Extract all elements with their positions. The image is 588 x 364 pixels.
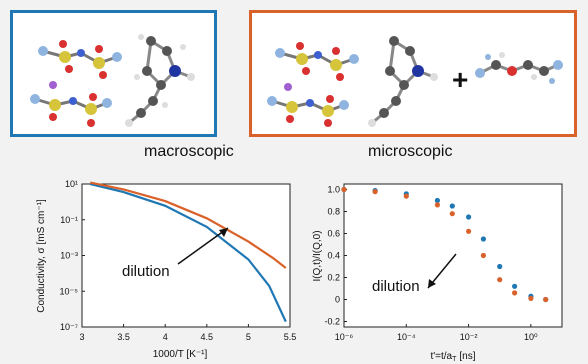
scattering-ytick-label: -0.2 bbox=[324, 317, 340, 327]
scattering-point bbox=[449, 203, 455, 209]
scattering-ytick-label: 0 bbox=[335, 295, 340, 305]
scattering-ytick-label: 0.2 bbox=[327, 273, 340, 283]
scattering-ytick-label: 0.8 bbox=[327, 207, 340, 217]
anion-molecule-top bbox=[275, 42, 359, 81]
microscopic-caption: microscopic bbox=[368, 143, 453, 160]
microscopic-panel: + bbox=[249, 10, 577, 137]
scattering-series-orange bbox=[341, 186, 549, 303]
macroscopic-molecules-figure bbox=[30, 34, 195, 127]
scattering-xlabel: t'=t/aT [ns] bbox=[430, 351, 475, 363]
cation-molecule bbox=[368, 36, 438, 127]
scattering-point bbox=[341, 186, 347, 193]
scattering-annotation: dilution bbox=[372, 278, 420, 295]
conductivity-chart: 3 3.5 4 4.5 5 5.5 10¹ 10⁻¹ 10⁻³ 10⁻⁵ 10⁻⁷ dilution… bbox=[36, 179, 297, 360]
scattering-point bbox=[403, 193, 409, 199]
scattering-ylabel: I(Q,t)/I(Q,0) bbox=[312, 230, 323, 281]
conductivity-plot-area bbox=[81, 183, 291, 328]
conductivity-ylabel: Conductivity, σ [mS cm⁻¹] bbox=[36, 199, 47, 313]
scattering-xlabel-sub: T bbox=[452, 356, 457, 363]
macroscopic-panel bbox=[10, 10, 217, 137]
cation-molecule bbox=[125, 34, 195, 127]
scattering-point bbox=[434, 202, 440, 208]
microscopic-molecules-figure: + bbox=[267, 36, 563, 127]
conductivity-xtick-label: 3.5 bbox=[117, 332, 130, 342]
conductivity-series-orange bbox=[90, 181, 287, 269]
scattering-point bbox=[434, 197, 440, 204]
conductivity-ytick-label: 10⁻⁷ bbox=[60, 322, 78, 332]
scattering-point bbox=[543, 296, 549, 303]
conductivity-arrowhead bbox=[219, 228, 228, 237]
conductivity-ytick-label: 10⁻⁵ bbox=[60, 286, 79, 296]
plus-sign: + bbox=[452, 64, 468, 95]
scattering-point bbox=[372, 189, 378, 195]
scattering-point bbox=[528, 295, 534, 301]
scattering-point bbox=[480, 252, 486, 259]
macroscopic-caption: macroscopic bbox=[144, 143, 234, 160]
anion-molecule-top bbox=[38, 40, 122, 79]
scattering-xlabel-main: t'=t/a bbox=[430, 351, 452, 362]
scattering-ytick-label: 0.6 bbox=[327, 229, 340, 239]
scattering-xtick-label: 10⁻⁴ bbox=[397, 332, 416, 342]
scattering-point bbox=[449, 211, 455, 217]
scattering-xtick-label: 10⁰ bbox=[524, 332, 538, 342]
conductivity-series-blue bbox=[90, 182, 287, 323]
scattering-xlabel-unit: [ns] bbox=[459, 351, 475, 362]
lithium-ion bbox=[49, 81, 57, 89]
scattering-point bbox=[512, 290, 518, 296]
scattering-xtick-label: 10⁻⁶ bbox=[335, 332, 354, 342]
solvent-molecule bbox=[475, 52, 563, 84]
conductivity-ytick-label: 10⁻¹ bbox=[60, 215, 78, 225]
lithium-ion bbox=[284, 83, 292, 91]
scattering-point bbox=[512, 283, 518, 289]
conductivity-xtick-label: 4 bbox=[163, 332, 168, 342]
scattering-chart: 10⁻⁶ 10⁻⁴ 10⁻² 10⁰ 1.0 0.8 0.6 0.4 0.2 0 -0.2 dilu… bbox=[312, 183, 563, 363]
scattering-ytick-label: 0.4 bbox=[327, 251, 340, 261]
conductivity-xtick-label: 3 bbox=[79, 332, 84, 342]
anion-molecule-bottom bbox=[30, 93, 112, 127]
anion-molecule-bottom bbox=[267, 95, 349, 127]
conductivity-xlabel: 1000/T [K⁻¹] bbox=[153, 349, 208, 360]
conductivity-ytick-label: 10⁻³ bbox=[60, 251, 78, 261]
scattering-point bbox=[466, 228, 472, 234]
scattering-point bbox=[497, 277, 503, 283]
conductivity-ytick-label: 10¹ bbox=[65, 179, 78, 189]
scattering-ytick-label: 1.0 bbox=[327, 185, 340, 195]
scattering-point bbox=[466, 214, 472, 220]
conductivity-annotation: dilution bbox=[122, 263, 170, 280]
scattering-point bbox=[480, 236, 486, 242]
conductivity-dilution-arrow bbox=[177, 227, 229, 265]
scattering-xtick-label: 10⁻² bbox=[460, 332, 478, 342]
conductivity-xtick-label: 4.5 bbox=[201, 332, 214, 342]
scattering-point bbox=[497, 263, 503, 270]
conductivity-xtick-label: 5 bbox=[246, 332, 251, 342]
conductivity-xtick-label: 5.5 bbox=[284, 332, 297, 342]
scattering-arrowhead bbox=[428, 279, 436, 288]
